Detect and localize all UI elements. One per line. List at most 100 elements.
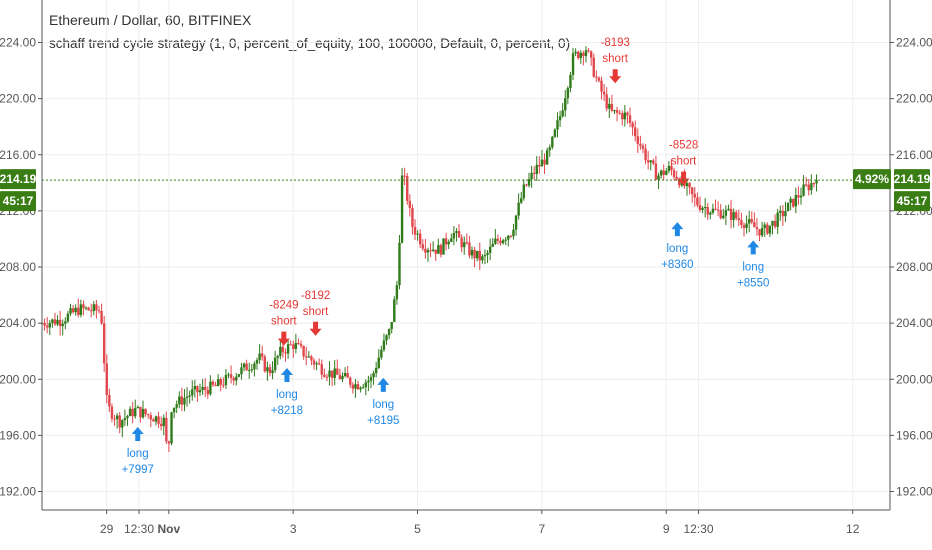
candle-body [538, 164, 541, 167]
last-price-tag-right-box [894, 169, 930, 190]
candle-body [312, 360, 316, 365]
candle-body [771, 220, 774, 226]
candle-body [481, 256, 484, 261]
y-tick-label-left: 208.00 [0, 260, 36, 274]
candle-body [359, 387, 362, 390]
candle-body [362, 387, 365, 389]
strategy-signals: long +7997 short -8249 long +8218 short -8192 lo… [122, 37, 770, 476]
long-label: long [276, 389, 298, 401]
candle-body [582, 52, 585, 57]
candle-body [255, 359, 259, 364]
candle-body [299, 343, 303, 346]
candle-body [615, 110, 619, 113]
candle-body [760, 228, 764, 236]
y-tick-label-right: 196.00 [896, 428, 932, 442]
long-pnl: +8218 [271, 405, 303, 417]
candle-body [613, 110, 616, 112]
candle-body [180, 396, 184, 405]
short-arrow [677, 171, 690, 186]
candle-body [227, 374, 230, 376]
candle-body [317, 363, 321, 365]
candle-body [431, 249, 435, 251]
candle-body [113, 418, 116, 420]
long-arrow [131, 426, 144, 441]
candle-body [336, 368, 339, 375]
candle-body [56, 319, 59, 325]
candle-body [398, 242, 401, 286]
grid-layer [42, 0, 890, 510]
chart-title: Ethereum / Dollar, 60, BITFINEX [49, 12, 252, 28]
candle-body [74, 307, 77, 313]
axes: 192.00 192.00 196.00 196.00 200.00 200.00 204.… [0, 0, 932, 536]
candle-body [509, 235, 513, 237]
candle-body [152, 419, 155, 422]
candle-body [271, 370, 274, 374]
short-pnl: -8249 [269, 300, 298, 312]
candle-body [540, 159, 544, 167]
candle-body [242, 363, 246, 368]
candle-body [79, 304, 83, 315]
candle-body [328, 370, 331, 377]
candle-body [698, 205, 702, 210]
y-tick-label-left: 220.00 [0, 92, 36, 106]
long-arrow [671, 222, 684, 237]
candle-body [706, 207, 709, 215]
candle-body [393, 299, 396, 322]
long-pnl: +8360 [661, 259, 693, 271]
price-change-tag-box [853, 169, 891, 190]
candle-body [408, 200, 412, 208]
candle-body [742, 225, 746, 228]
candle-body [496, 238, 500, 241]
candle-body [628, 115, 632, 123]
candle-body [273, 357, 277, 371]
candle-body [773, 220, 777, 227]
candle-body [564, 98, 567, 111]
candle-body [646, 160, 650, 163]
candle-body [678, 179, 681, 186]
candle-body [737, 218, 741, 221]
long-pnl: +7997 [122, 464, 154, 476]
candle-body [745, 223, 748, 228]
candle-body [162, 417, 165, 427]
candle-body [216, 379, 220, 387]
candle-body [491, 243, 494, 247]
candle-body [43, 322, 46, 326]
candle-body [434, 249, 437, 254]
candle-body [517, 202, 520, 216]
candle-body [356, 384, 360, 390]
candle-body [380, 349, 383, 358]
candle-body [343, 373, 347, 377]
candle-body [219, 379, 222, 385]
candle-body [211, 381, 215, 385]
candle-body [354, 384, 357, 389]
candle-body [595, 76, 598, 78]
candle-body [675, 176, 678, 180]
candle-body [191, 389, 194, 396]
candle-body [390, 321, 393, 329]
candle-body [82, 304, 85, 309]
candle-body [478, 250, 481, 261]
candle-body [100, 310, 103, 324]
candle-body [333, 368, 336, 378]
candle-body [170, 412, 173, 444]
candle-body [574, 51, 577, 54]
candle-body [501, 240, 505, 244]
long-arrow [280, 368, 293, 383]
candle-body [520, 198, 523, 203]
long-pnl: +8195 [367, 415, 399, 427]
candle-body [214, 384, 217, 387]
candle-body [755, 227, 759, 230]
candle-body [45, 325, 49, 328]
candle-body [602, 91, 606, 95]
candle-body [118, 415, 121, 428]
candle-body [437, 245, 440, 254]
candle-body [149, 415, 152, 420]
candle-body [447, 241, 450, 245]
candle-body [551, 136, 554, 148]
candle-body [377, 357, 380, 368]
candle-body [385, 335, 388, 341]
y-tick-label-right: 220.00 [896, 92, 932, 106]
candle-body [621, 113, 624, 120]
candle-body [222, 384, 225, 386]
